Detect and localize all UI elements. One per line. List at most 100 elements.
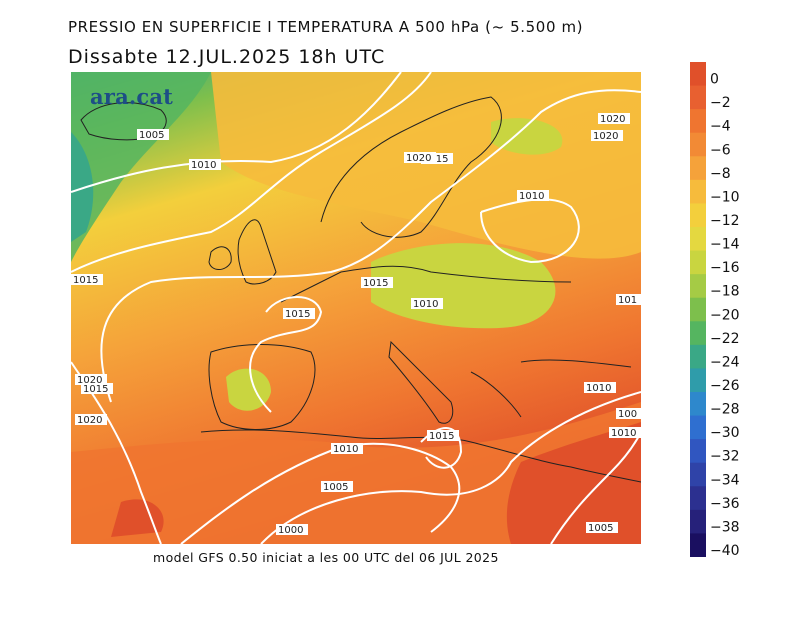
- scale-label: −30: [710, 425, 740, 441]
- isobar-label: 1020: [593, 131, 618, 142]
- isobar-label: 1010: [191, 160, 216, 171]
- scale-label: −38: [710, 519, 740, 535]
- isobar-label-box: [321, 481, 353, 492]
- scale-swatch: [690, 227, 706, 252]
- isobar-labels: 1005 1010 1015 1020 1020 1020 1015 1010 1015 1015…: [71, 113, 641, 536]
- isobar-label: 1015: [73, 275, 98, 286]
- scale-swatch: [690, 533, 706, 557]
- scale-swatch: [690, 85, 706, 110]
- isobar-label-box: [189, 159, 221, 170]
- isobar-label: 1020: [406, 153, 431, 164]
- isobar-label: 1005: [323, 482, 348, 493]
- isobar-label: 1015: [285, 309, 310, 320]
- isobar-label-box: [331, 443, 363, 454]
- warm-region-south: [71, 402, 641, 544]
- isobar-label-box: [586, 522, 618, 533]
- isobar-label-box: [427, 430, 459, 441]
- isobar-label: 1005: [139, 130, 164, 141]
- scale-swatch: [690, 486, 706, 511]
- isobar-label: 1015: [363, 278, 388, 289]
- scale-swatch: [690, 297, 706, 322]
- coast-italy: [388, 340, 454, 424]
- scale-label: −6: [710, 142, 731, 158]
- coast-iceland: [80, 102, 167, 141]
- isobar-label: 1010: [333, 444, 358, 455]
- isobar-label-box: [591, 130, 623, 141]
- scale-label: −28: [710, 402, 740, 418]
- isobar-label: 1010: [413, 299, 438, 310]
- isobar-label: 1020: [77, 375, 102, 386]
- scale-label: −24: [710, 354, 740, 370]
- scale-swatch: [690, 109, 706, 134]
- scale-label: −26: [710, 378, 740, 394]
- model-run-info: model GFS 0.50 iniciat a les 00 UTC del …: [153, 550, 499, 565]
- scale-swatch: [690, 392, 706, 417]
- isobar-label: 1015: [429, 431, 454, 442]
- scale-label: −40: [710, 543, 740, 557]
- scale-swatch: [690, 132, 706, 157]
- cold-region-northwest: [71, 72, 211, 262]
- isobar-label: 1005: [588, 523, 613, 534]
- scale-label: −14: [710, 237, 740, 253]
- isobar-label-box: [276, 524, 308, 535]
- isobar-label-box: [584, 382, 616, 393]
- isobar-label: 1010: [519, 191, 544, 202]
- scale-label: 0: [710, 72, 719, 88]
- cool-spot-iberia: [226, 368, 271, 411]
- coast-continental-europe: [280, 265, 572, 303]
- isobar-label: 1020: [600, 114, 625, 125]
- isobar-label-box: [404, 152, 436, 163]
- isobar-label: 1020: [77, 415, 102, 426]
- isobar-label-box: [598, 113, 630, 124]
- isobar-label-box: [283, 308, 315, 319]
- weather-map: 1005 1010 1015 1020 1020 1020 1015 1010 1015 1015…: [71, 72, 641, 544]
- cool-region-scandinavia: [491, 118, 563, 155]
- scale-swatch: [690, 344, 706, 369]
- isobar-label: 1010: [611, 428, 636, 439]
- scale-label: −8: [710, 166, 731, 182]
- isobar-label: 1010: [586, 383, 611, 394]
- isobar-label-box: [616, 408, 641, 419]
- scale-swatch: [690, 62, 706, 87]
- scale-swatch: [690, 368, 706, 393]
- isobar-label-box: [361, 277, 393, 288]
- isobar-label-box: [81, 383, 113, 394]
- coast-great-britain: [237, 219, 277, 285]
- coast-scandinavia: [320, 96, 502, 238]
- isobar-label-box: [609, 427, 641, 438]
- scale-swatch: [690, 179, 706, 204]
- scale-label: −2: [710, 95, 731, 111]
- scale-label: −18: [710, 284, 740, 300]
- scale-label: −32: [710, 449, 740, 465]
- isobar-label-box: [411, 298, 443, 309]
- scale-swatch: [690, 415, 706, 440]
- ara-cat-logo: ara.cat: [90, 84, 174, 109]
- scale-swatch: [690, 250, 706, 275]
- scale-label: −10: [710, 189, 740, 205]
- coast-iberia: [208, 344, 316, 430]
- scale-swatch: [690, 203, 706, 228]
- isobar-label-box: [616, 294, 641, 305]
- scale-swatch: [690, 321, 706, 346]
- scale-label: −22: [710, 331, 740, 347]
- isobar-label-box: [71, 274, 103, 285]
- scale-swatch: [690, 462, 706, 487]
- scale-label: −36: [710, 496, 740, 512]
- scale-swatch: [690, 509, 706, 534]
- isobar-label-box: [421, 153, 453, 164]
- scale-label: −20: [710, 307, 740, 323]
- scale-label: −12: [710, 213, 740, 229]
- hot-region-east: [506, 422, 641, 544]
- isobar-label: 100: [618, 409, 637, 420]
- scale-swatch: [690, 156, 706, 181]
- hot-spot-sahara: [111, 499, 164, 537]
- temperature-color-scale: 0 −2 −4 −6 −8 −10 −12 −14 −16 −18 −20 −22 −24 −26 −28 −…: [690, 62, 740, 557]
- isobar-label: 101: [618, 295, 637, 306]
- coast-ireland: [208, 246, 232, 270]
- map-title: PRESSIO EN SUPERFICIE I TEMPERATURA A 50…: [68, 18, 584, 36]
- coast-greece-turkey: [470, 359, 632, 418]
- isobar-label-box: [517, 190, 549, 201]
- isobar-label-box: [137, 129, 169, 140]
- very-cold-region-northwest: [71, 132, 94, 242]
- isobar-label-box: [75, 374, 107, 385]
